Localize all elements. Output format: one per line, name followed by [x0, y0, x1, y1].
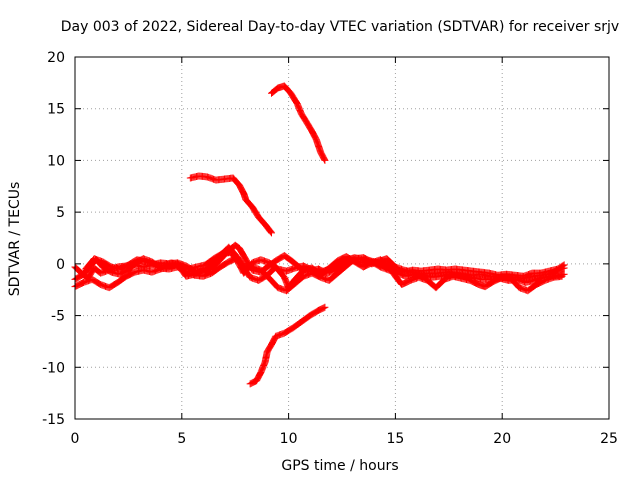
y-axis-label: SDTVAR / TECUs: [7, 182, 23, 297]
data-point: [268, 229, 276, 237]
series-lower-arc: [246, 303, 329, 388]
y-tick-label: 20: [47, 50, 65, 66]
x-tick-label: 25: [600, 431, 618, 447]
data-point: [560, 270, 568, 278]
x-axis-label: GPS time / hours: [281, 458, 398, 474]
x-tick-label: 20: [493, 431, 511, 447]
y-tick-label: 10: [47, 153, 65, 169]
series-band-d: [82, 248, 568, 282]
x-tick-label: 5: [177, 431, 186, 447]
y-tick-label: 15: [47, 102, 65, 118]
x-tick-label: 0: [71, 431, 80, 447]
chart-title: Day 003 of 2022, Sidereal Day-to-day VTE…: [61, 19, 619, 35]
y-tick-label: -15: [42, 412, 65, 428]
data-points: [71, 82, 568, 388]
y-tick-label: -5: [51, 309, 65, 325]
y-tick-label: -10: [42, 360, 65, 376]
data-point: [320, 155, 328, 163]
data-point: [560, 264, 568, 272]
data-point: [320, 304, 328, 312]
data-point: [272, 86, 280, 94]
series-upper-arc-1: [268, 82, 329, 164]
series-upper-arc-2: [186, 172, 276, 237]
data-point: [321, 303, 329, 311]
x-tick-label: 10: [280, 431, 298, 447]
y-tick-label: 5: [56, 205, 65, 221]
data-point: [267, 228, 275, 236]
x-tick-label: 15: [386, 431, 404, 447]
plot-frame: [74, 56, 610, 420]
data-point: [321, 156, 329, 164]
y-tick-label: 0: [56, 257, 65, 273]
